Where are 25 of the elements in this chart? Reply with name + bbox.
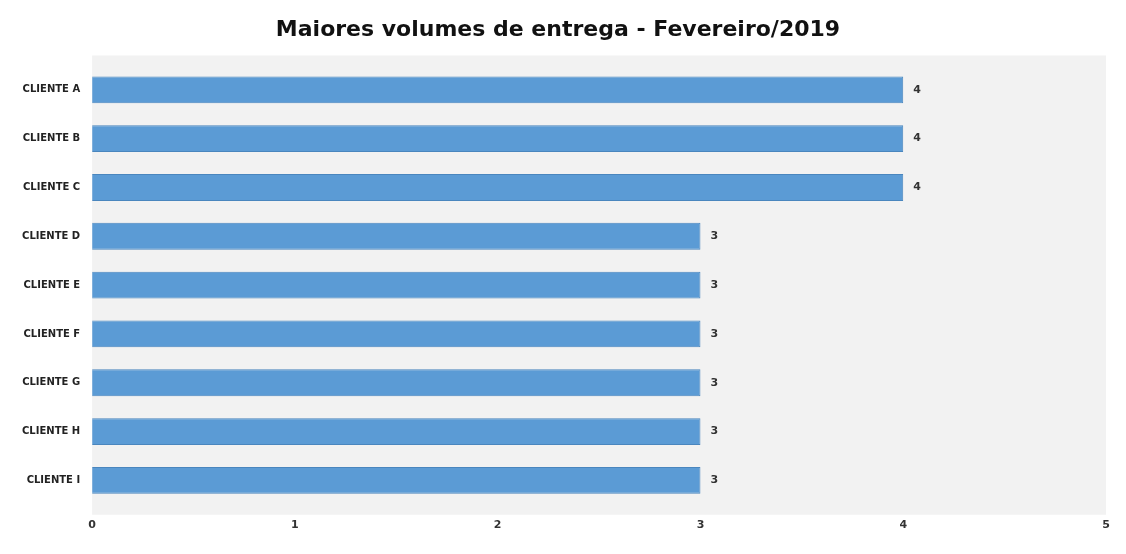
data-label: 3	[710, 277, 719, 291]
y-tick-label: CLIENTE H	[21, 425, 81, 437]
y-tick-label: CLIENTE G	[22, 376, 81, 388]
x-tick-label: 1	[291, 518, 299, 532]
chart-title: Maiores volumes de entrega - Fevereiro/2019	[275, 15, 841, 41]
data-label: 3	[710, 424, 719, 438]
x-tick-label: 3	[696, 518, 705, 532]
data-label: 3	[710, 473, 719, 487]
x-tick-label: 2	[493, 518, 502, 532]
x-tick-label: 0	[88, 518, 97, 532]
data-label: 4	[913, 131, 922, 145]
data-label: 3	[710, 229, 719, 243]
data-label: 4	[913, 180, 922, 194]
x-tick-label: 5	[1102, 518, 1110, 532]
data-label: 4	[913, 82, 922, 96]
y-tick-label: CLIENTE F	[23, 327, 81, 339]
y-tick-label: CLIENTE C	[23, 181, 81, 193]
data-label: 3	[710, 375, 719, 389]
y-tick-label: CLIENTE E	[23, 278, 81, 290]
x-tick-label: 4	[899, 518, 908, 532]
y-tick-label: CLIENTE I	[26, 473, 81, 485]
y-tick-label: CLIENTE D	[22, 229, 81, 241]
y-tick-label: CLIENTE A	[22, 83, 81, 95]
data-label: 3	[710, 326, 719, 340]
y-tick-label: CLIENTE B	[22, 132, 81, 144]
